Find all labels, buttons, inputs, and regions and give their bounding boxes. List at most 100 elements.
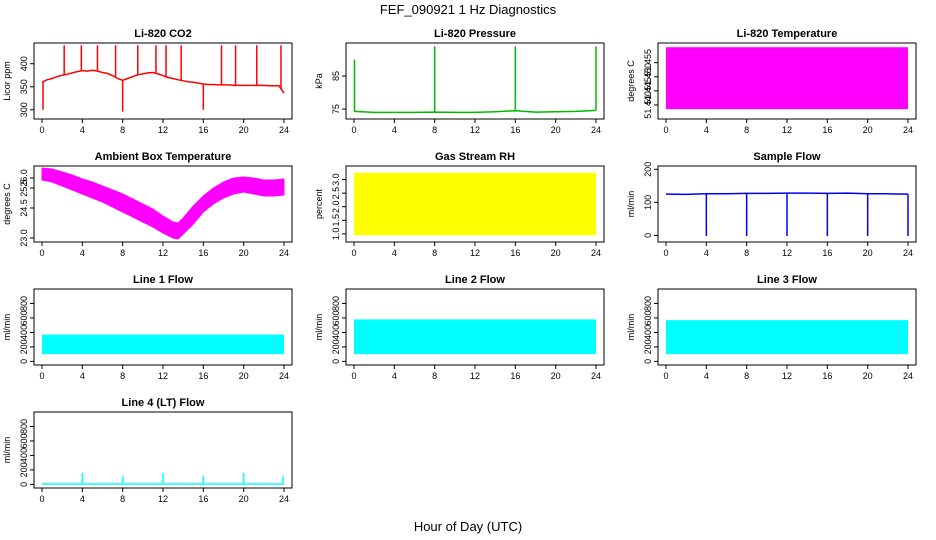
panel-title: Sample Flow: [753, 151, 821, 163]
y-tick-label: 0: [643, 233, 653, 238]
y-tick-label: 600: [19, 433, 29, 448]
y-axis-label: percent: [314, 188, 324, 219]
x-tick-label: 16: [822, 371, 832, 381]
panel-title: Gas Stream RH: [435, 151, 515, 163]
x-tick-label: 24: [279, 371, 289, 381]
y-tick-label: 3.0: [331, 173, 341, 186]
panel-4: Ambient Box Temperature 0 4 8 12 16 20 24 23.0 24…: [2, 151, 293, 258]
x-tick-label: 20: [551, 371, 561, 381]
y-axis-label: degrees C: [2, 183, 12, 225]
plot-frame: [33, 42, 293, 120]
data-series-line: [353, 109, 597, 114]
y-tick-label: 0: [19, 482, 29, 487]
y-tick-label: 26.0: [19, 169, 29, 187]
x-tick-label: 0: [663, 371, 668, 381]
panel-title: Line 4 (LT) Flow: [122, 397, 205, 409]
y-tick-label: 75: [331, 104, 341, 114]
x-tick-label: 0: [39, 371, 44, 381]
y-tick-label: 400: [331, 325, 341, 340]
y-axis-label: ml/min: [626, 314, 636, 341]
x-tick-label: 0: [351, 125, 356, 135]
x-tick-label: 12: [782, 248, 792, 258]
y-tick-label: 200: [643, 339, 653, 354]
panel-2: Li-820 Pressure 0 4 8 12 16 20 24 75 85 kPa: [314, 28, 605, 135]
x-tick-label: 8: [120, 371, 125, 381]
y-tick-label: 600: [331, 310, 341, 325]
x-tick-label: 12: [782, 125, 792, 135]
data-band: [666, 47, 908, 110]
y-axis-label: ml/min: [314, 314, 324, 341]
figure-title: FEF_090921 1 Hz Diagnostics: [380, 2, 557, 17]
y-tick-label: 85: [331, 71, 341, 81]
data-band: [42, 334, 284, 355]
plot-data: [41, 45, 285, 112]
panel-title: Li-820 Pressure: [434, 28, 516, 40]
x-tick-label: 0: [663, 125, 668, 135]
x-tick-label: 20: [863, 371, 873, 381]
panel-title: Li-820 Temperature: [737, 28, 838, 40]
x-tick-label: 16: [198, 125, 208, 135]
y-axis-label: ml/min: [2, 437, 12, 464]
x-tick-label: 12: [470, 248, 480, 258]
x-tick-label: 20: [551, 248, 561, 258]
x-tick-label: 4: [392, 248, 397, 258]
x-tick-label: 20: [239, 494, 249, 504]
x-tick-label: 16: [510, 248, 520, 258]
y-tick-label: 800: [19, 419, 29, 434]
data-band: [354, 172, 596, 236]
x-tick-label: 16: [198, 494, 208, 504]
y-tick-label: 51.455: [643, 49, 653, 77]
x-tick-label: 8: [120, 494, 125, 504]
panel-6: Sample Flow 0 4 8 12 16 20 24 0 100 200 ml/min: [626, 151, 917, 258]
x-tick-label: 12: [158, 125, 168, 135]
x-tick-label: 8: [120, 125, 125, 135]
x-tick-label: 16: [822, 248, 832, 258]
y-tick-label: 800: [19, 296, 29, 311]
y-axis-label: degrees C: [626, 60, 636, 102]
y-tick-label: 350: [19, 79, 29, 94]
x-tick-label: 4: [80, 125, 85, 135]
data-series-line: [41, 69, 285, 94]
plot-data: [41, 167, 285, 240]
x-tick-label: 24: [279, 125, 289, 135]
data-band: [666, 320, 908, 355]
x-tick-label: 24: [279, 248, 289, 258]
y-tick-label: 24.5: [19, 199, 29, 217]
x-tick-label: 4: [704, 371, 709, 381]
y-tick-label: 400: [19, 448, 29, 463]
plot-data: [354, 172, 596, 236]
y-tick-label: 600: [643, 310, 653, 325]
x-tick-label: 4: [704, 248, 709, 258]
x-tick-label: 16: [510, 125, 520, 135]
x-tick-label: 4: [392, 371, 397, 381]
y-tick-label: 800: [331, 296, 341, 311]
x-tick-label: 20: [551, 125, 561, 135]
x-tick-label: 20: [863, 125, 873, 135]
y-tick-label: 51.440: [643, 91, 653, 119]
panel-3: Li-820 Temperature 0 4 8 12 16 20 24 51.44051.44…: [626, 28, 917, 135]
x-tick-label: 4: [80, 494, 85, 504]
x-tick-label: 0: [351, 371, 356, 381]
x-tick-label: 8: [744, 248, 749, 258]
x-tick-label: 12: [470, 371, 480, 381]
panel-1: Li-820 CO2 0 4 8 12 16 20 24 300 350 400 Licor ppm: [2, 28, 293, 135]
x-tick-label: 12: [158, 371, 168, 381]
y-axis-label: kPa: [314, 73, 324, 89]
x-tick-label: 4: [80, 371, 85, 381]
x-tick-label: 24: [279, 494, 289, 504]
plot-frame: [345, 42, 605, 120]
panel-5: Gas Stream RH 0 4 8 12 16 20 24 1.01.52.02.53.0 p…: [314, 151, 605, 258]
y-tick-label: 1.5: [331, 214, 341, 227]
x-tick-label: 4: [392, 125, 397, 135]
y-tick-label: 51.445: [643, 77, 653, 105]
y-tick-label: 2.5: [331, 187, 341, 200]
x-tick-label: 16: [198, 248, 208, 258]
y-tick-label: 400: [19, 325, 29, 340]
x-tick-label: 0: [39, 248, 44, 258]
x-tick-label: 8: [432, 248, 437, 258]
x-tick-label: 24: [591, 248, 601, 258]
y-tick-label: 2.0: [331, 200, 341, 213]
